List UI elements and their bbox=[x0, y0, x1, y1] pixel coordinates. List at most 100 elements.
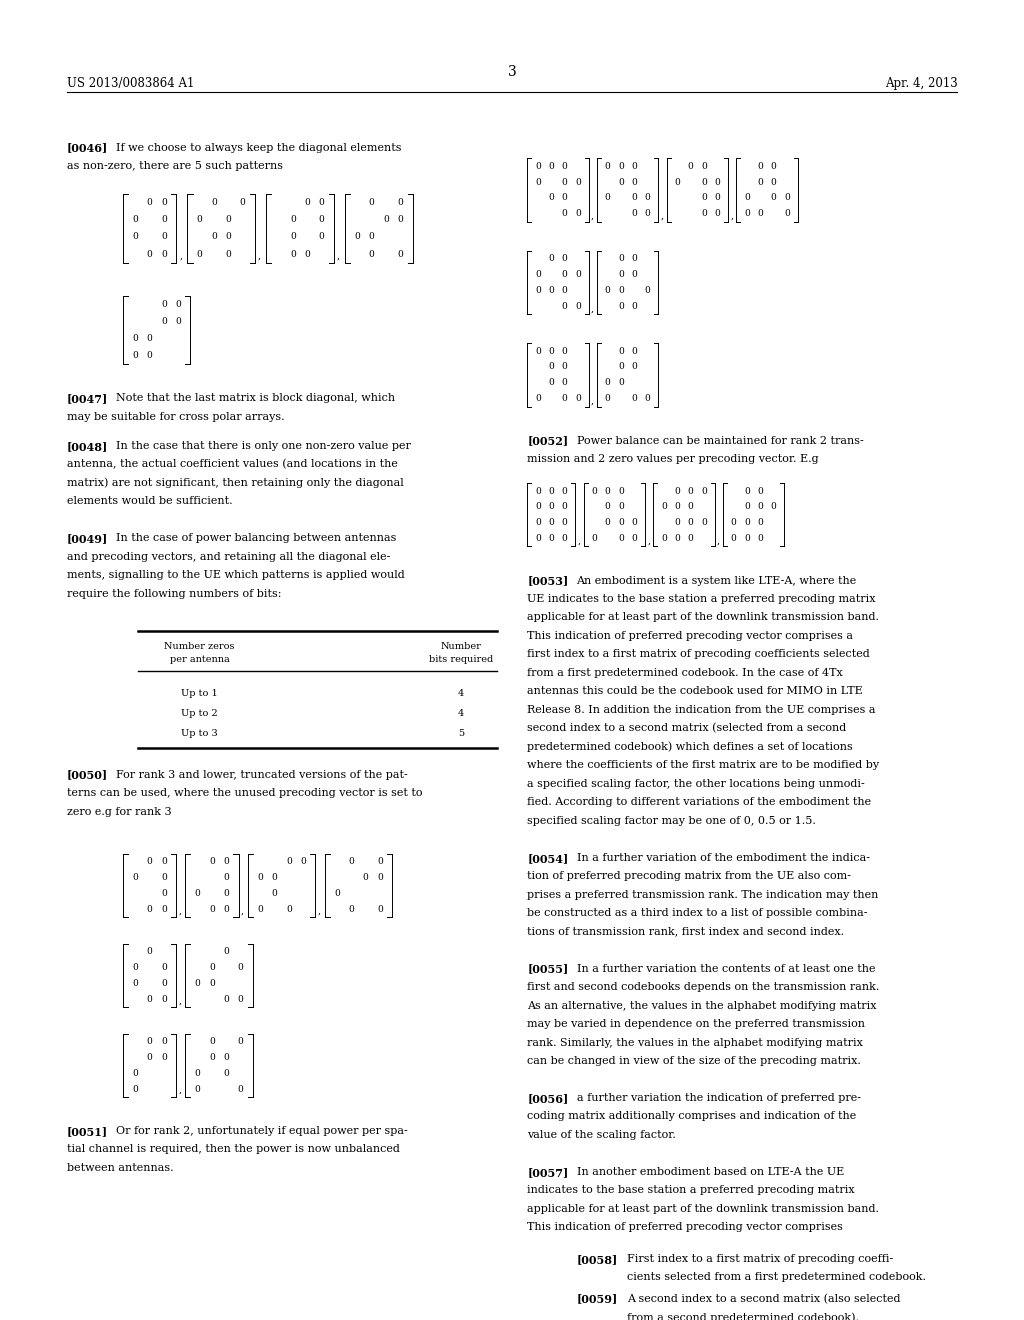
Text: 0: 0 bbox=[223, 874, 229, 882]
Text: 0: 0 bbox=[161, 995, 167, 1003]
Text: 0: 0 bbox=[161, 858, 167, 866]
Text: 0: 0 bbox=[290, 215, 296, 224]
Text: Up to 1: Up to 1 bbox=[181, 689, 218, 698]
Text: 0: 0 bbox=[675, 487, 680, 495]
Text: [0055]: [0055] bbox=[527, 964, 568, 974]
Text: 0: 0 bbox=[209, 858, 215, 866]
Text: 0: 0 bbox=[632, 162, 637, 170]
Text: 0: 0 bbox=[715, 210, 720, 218]
Text: between antennas.: between antennas. bbox=[67, 1163, 173, 1173]
Text: 0: 0 bbox=[161, 964, 167, 972]
Text: 0: 0 bbox=[377, 906, 383, 913]
Text: per antenna: per antenna bbox=[170, 655, 229, 664]
Text: A second index to a second matrix (also selected: A second index to a second matrix (also … bbox=[627, 1294, 900, 1304]
Text: 0: 0 bbox=[132, 351, 138, 360]
Text: As an alternative, the values in the alphabet modifying matrix: As an alternative, the values in the alp… bbox=[527, 1001, 877, 1011]
Text: zero e.g for rank 3: zero e.g for rank 3 bbox=[67, 807, 171, 817]
Text: 0: 0 bbox=[575, 271, 581, 279]
Text: 0: 0 bbox=[771, 178, 776, 186]
Text: 0: 0 bbox=[195, 1085, 201, 1093]
Text: 0: 0 bbox=[618, 379, 624, 387]
Text: 0: 0 bbox=[146, 948, 153, 956]
Text: 0: 0 bbox=[562, 255, 567, 263]
Text: terns can be used, where the unused precoding vector is set to: terns can be used, where the unused prec… bbox=[67, 788, 422, 799]
Text: 0: 0 bbox=[300, 858, 306, 866]
Text: 0: 0 bbox=[562, 535, 567, 543]
Text: be constructed as a third index to a list of possible combina-: be constructed as a third index to a lis… bbox=[527, 908, 868, 919]
Text: 0: 0 bbox=[238, 1038, 244, 1045]
Text: ,: , bbox=[178, 1086, 181, 1096]
Text: may be varied in dependence on the preferred transmission: may be varied in dependence on the prefe… bbox=[527, 1019, 865, 1030]
Text: value of the scaling factor.: value of the scaling factor. bbox=[527, 1130, 676, 1140]
Text: [0058]: [0058] bbox=[577, 1254, 617, 1265]
Text: 0: 0 bbox=[688, 503, 693, 511]
Text: 0: 0 bbox=[701, 178, 707, 186]
Text: 0: 0 bbox=[632, 271, 637, 279]
Text: 0: 0 bbox=[225, 232, 231, 242]
Text: 0: 0 bbox=[605, 503, 610, 511]
Text: 0: 0 bbox=[238, 995, 244, 1003]
Text: first index to a first matrix of precoding coefficients selected: first index to a first matrix of precodi… bbox=[527, 649, 870, 660]
Text: 0: 0 bbox=[562, 194, 567, 202]
Text: 0: 0 bbox=[549, 519, 554, 527]
Text: ,: , bbox=[178, 907, 181, 916]
Text: 0: 0 bbox=[211, 198, 217, 207]
Text: ,: , bbox=[317, 907, 321, 916]
Text: 0: 0 bbox=[688, 487, 693, 495]
Text: 0: 0 bbox=[618, 503, 624, 511]
Text: 0: 0 bbox=[536, 519, 541, 527]
Text: [0051]: [0051] bbox=[67, 1126, 108, 1137]
Text: 0: 0 bbox=[701, 210, 707, 218]
Text: 0: 0 bbox=[632, 535, 637, 543]
Text: 0: 0 bbox=[632, 395, 637, 403]
Text: 0: 0 bbox=[383, 215, 389, 224]
Text: 0: 0 bbox=[536, 178, 541, 186]
Text: 0: 0 bbox=[618, 347, 624, 355]
Text: 0: 0 bbox=[397, 215, 403, 224]
Text: 0: 0 bbox=[784, 210, 790, 218]
Text: This indication of preferred precoding vector comprises a: This indication of preferred precoding v… bbox=[527, 631, 853, 642]
Text: 0: 0 bbox=[146, 858, 153, 866]
Text: 0: 0 bbox=[675, 535, 680, 543]
Text: 0: 0 bbox=[784, 194, 790, 202]
Text: 0: 0 bbox=[271, 874, 278, 882]
Text: 0: 0 bbox=[362, 874, 369, 882]
Text: 0: 0 bbox=[257, 874, 263, 882]
Text: 0: 0 bbox=[744, 487, 750, 495]
Text: 0: 0 bbox=[334, 890, 340, 898]
Text: ,: , bbox=[258, 252, 261, 261]
Text: 0: 0 bbox=[146, 249, 153, 259]
Text: 0: 0 bbox=[377, 874, 383, 882]
Text: 0: 0 bbox=[369, 198, 375, 207]
Text: 0: 0 bbox=[197, 215, 203, 224]
Text: 0: 0 bbox=[575, 178, 581, 186]
Text: 0: 0 bbox=[238, 1085, 244, 1093]
Text: 0: 0 bbox=[161, 979, 167, 987]
Text: applicable for at least part of the downlink transmission band.: applicable for at least part of the down… bbox=[527, 612, 880, 623]
Text: UE indicates to the base station a preferred precoding matrix: UE indicates to the base station a prefe… bbox=[527, 594, 876, 605]
Text: 0: 0 bbox=[758, 535, 763, 543]
Text: ments, signalling to the UE which patterns is applied would: ments, signalling to the UE which patter… bbox=[67, 570, 404, 581]
Text: 0: 0 bbox=[575, 395, 581, 403]
Text: 0: 0 bbox=[146, 1038, 153, 1045]
Text: 0: 0 bbox=[562, 363, 567, 371]
Text: 0: 0 bbox=[225, 215, 231, 224]
Text: 0: 0 bbox=[758, 162, 763, 170]
Text: 3: 3 bbox=[508, 65, 516, 79]
Text: 0: 0 bbox=[618, 255, 624, 263]
Text: 0: 0 bbox=[209, 1038, 215, 1045]
Text: 0: 0 bbox=[562, 503, 567, 511]
Text: 0: 0 bbox=[223, 906, 229, 913]
Text: 0: 0 bbox=[304, 249, 310, 259]
Text: 0: 0 bbox=[562, 271, 567, 279]
Text: 0: 0 bbox=[290, 249, 296, 259]
Text: Or for rank 2, unfortunately if equal power per spa-: Or for rank 2, unfortunately if equal po… bbox=[116, 1126, 408, 1137]
Text: 0: 0 bbox=[225, 249, 231, 259]
Text: 0: 0 bbox=[701, 194, 707, 202]
Text: ,: , bbox=[647, 537, 650, 546]
Text: matrix) are not significant, then retaining only the diagonal: matrix) are not significant, then retain… bbox=[67, 478, 403, 488]
Text: 0: 0 bbox=[318, 215, 325, 224]
Text: fied. According to different variations of the embodiment the: fied. According to different variations … bbox=[527, 797, 871, 808]
Text: 0: 0 bbox=[369, 232, 375, 242]
Text: 0: 0 bbox=[146, 906, 153, 913]
